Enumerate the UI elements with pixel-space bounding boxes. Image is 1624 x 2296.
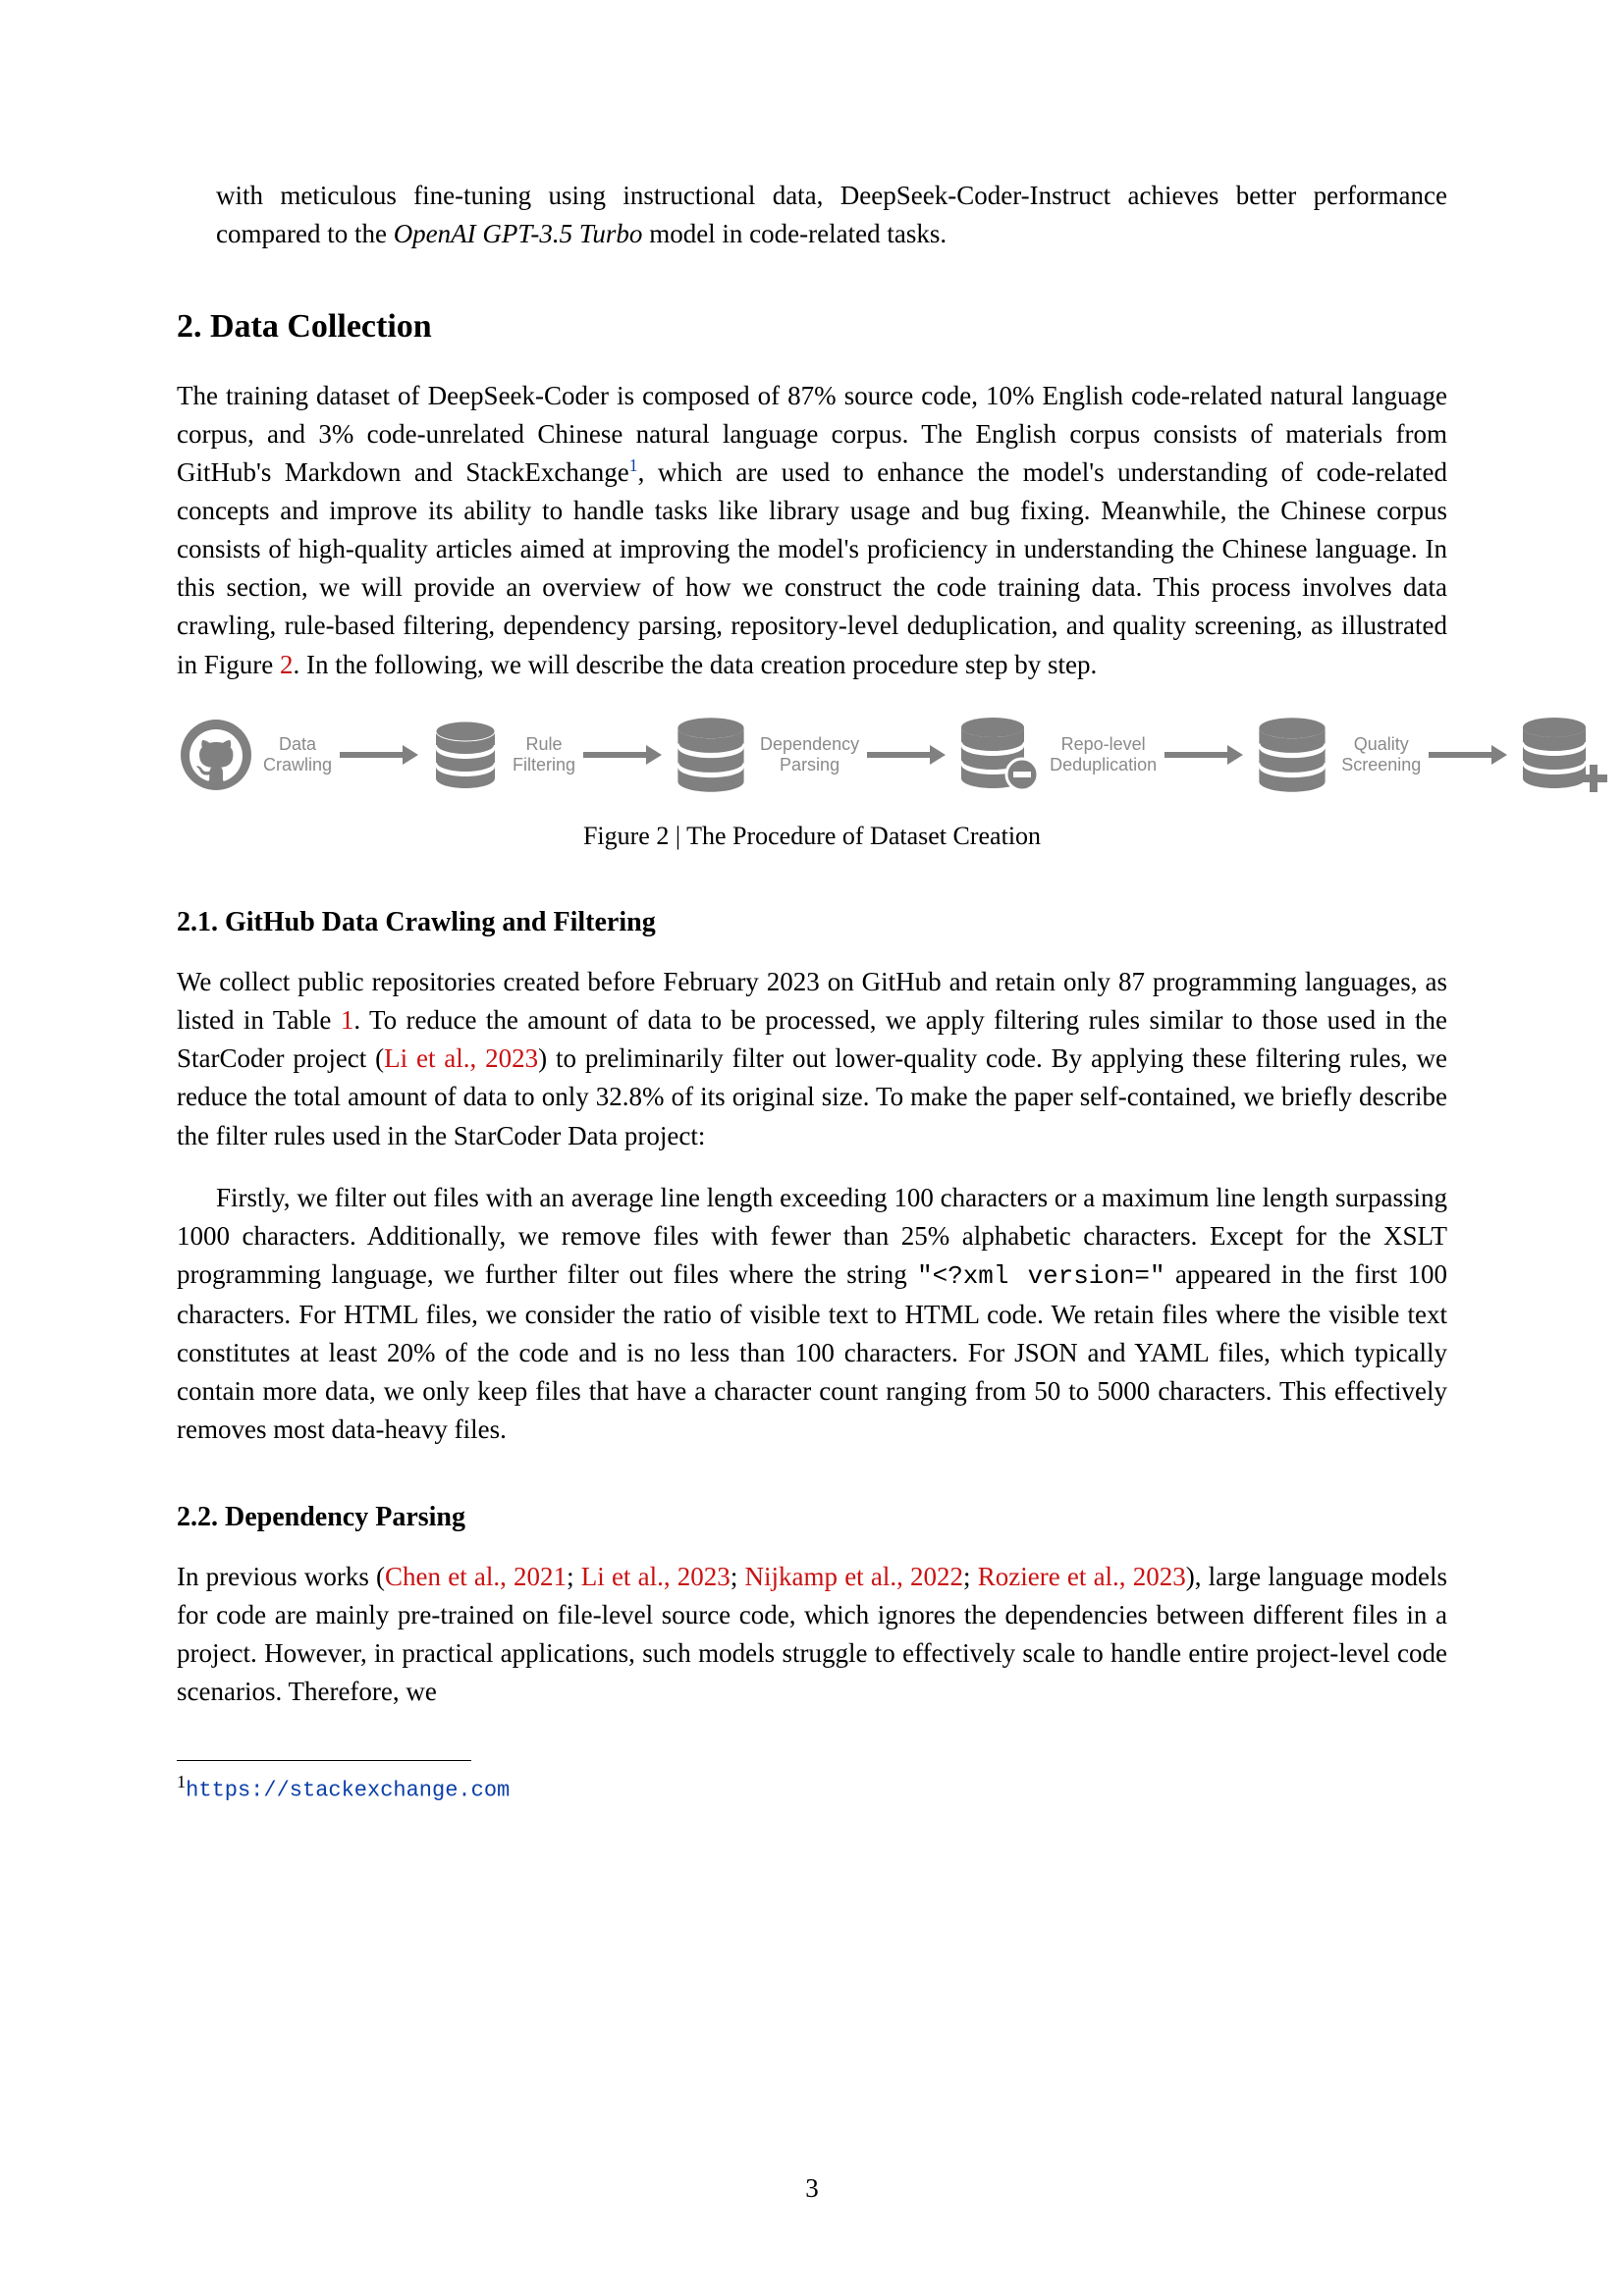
database-minus-icon <box>953 714 1042 796</box>
cite-sep: ; <box>731 1562 745 1591</box>
section-2-1-heading: 2.1. GitHub Data Crawling and Filtering <box>177 903 1447 943</box>
cite-sep: ; <box>963 1562 978 1591</box>
figure-label-2: Rule Filtering <box>513 734 575 774</box>
github-icon <box>177 716 255 794</box>
cite-sep: ; <box>567 1562 581 1591</box>
figure-2-caption: Figure 2 | The Procedure of Dataset Crea… <box>177 818 1447 855</box>
database-plus-icon <box>1515 714 1609 796</box>
code-xml-version: "<?xml version=" <box>917 1261 1164 1291</box>
table-ref-1[interactable]: 1 <box>341 1005 354 1035</box>
page-number: 3 <box>0 2169 1624 2208</box>
s22-p1-a: In previous works ( <box>177 1562 385 1591</box>
figure-label-4: Repo-level Deduplication <box>1050 734 1157 774</box>
intro-paragraph: with meticulous fine-tuning using instru… <box>177 177 1447 253</box>
figure-label-3: Dependency Parsing <box>760 734 859 774</box>
section-2-1-paragraph-1: We collect public repositories created b… <box>177 963 1447 1155</box>
arrow-icon <box>867 743 946 767</box>
arrow-icon <box>1164 743 1243 767</box>
footnote-rule <box>177 1760 471 1761</box>
intro-italic-model: OpenAI GPT-3.5 Turbo <box>394 219 643 248</box>
figure-2: Data Crawling Rule Filt <box>177 714 1447 855</box>
s2-text-after-figref: . In the following, we will describe the… <box>294 650 1098 679</box>
figure-caption-prefix: Figure 2 | <box>583 822 686 850</box>
figure-ref-2[interactable]: 2 <box>280 650 294 679</box>
database-icon <box>426 716 505 794</box>
page: with meticulous fine-tuning using instru… <box>0 0 1624 2296</box>
intro-text-after: model in code-related tasks. <box>642 219 947 248</box>
footnote-marker-1[interactable]: 1 <box>629 455 638 475</box>
arrow-icon <box>583 743 662 767</box>
citation-li-2023[interactable]: Li et al., 2023 <box>384 1043 538 1073</box>
citation-roziere-2023[interactable]: Roziere et al., 2023 <box>978 1562 1186 1591</box>
s2-text-after-fn: , which are used to enhance the model's … <box>177 457 1447 679</box>
citation-nijkamp-2022[interactable]: Nijkamp et al., 2022 <box>745 1562 964 1591</box>
database-icon <box>670 714 752 796</box>
section-2-2-paragraph-1: In previous works (Chen et al., 2021; Li… <box>177 1558 1447 1712</box>
section-2-heading: 2. Data Collection <box>177 302 1447 350</box>
arrow-icon <box>340 743 418 767</box>
footnote-link[interactable]: https://stackexchange.com <box>186 1779 510 1803</box>
citation-chen-2021[interactable]: Chen et al., 2021 <box>385 1562 567 1591</box>
footnote-number: 1 <box>177 1772 186 1791</box>
figure-caption-text: The Procedure of Dataset Creation <box>686 822 1041 850</box>
arrow-icon <box>1429 743 1507 767</box>
section-2-2-heading: 2.2. Dependency Parsing <box>177 1498 1447 1538</box>
figure-2-row: Data Crawling Rule Filt <box>177 714 1447 796</box>
footnote-link-1[interactable]: 1 <box>629 455 638 475</box>
footnote-1: 1https://stackexchange.com <box>177 1769 1447 1806</box>
figure-label-5: Quality Screening <box>1341 734 1421 774</box>
database-icon <box>1251 714 1333 796</box>
section-2-paragraph: The training dataset of DeepSeek-Coder i… <box>177 377 1447 684</box>
figure-label-1: Data Crawling <box>263 734 332 774</box>
citation-li-2023[interactable]: Li et al., 2023 <box>581 1562 731 1591</box>
section-2-1-paragraph-2: Firstly, we filter out files with an ave… <box>177 1179 1447 1449</box>
